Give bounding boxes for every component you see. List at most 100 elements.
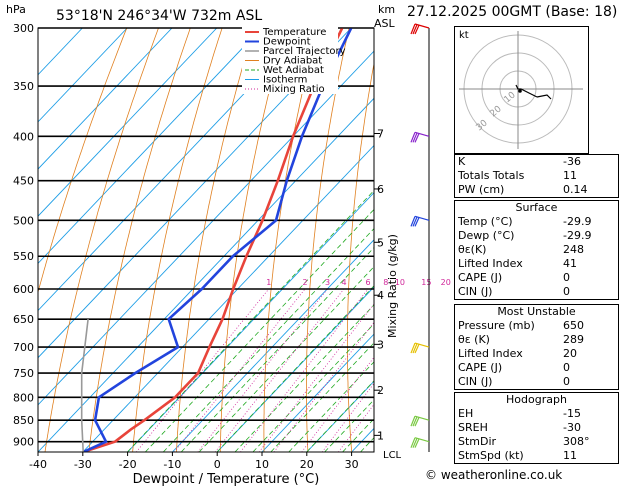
hodograph-unit-label: kt (459, 30, 469, 41)
row-label: θε (K) (458, 333, 490, 346)
x-tick-label: -40 (29, 458, 47, 471)
lcl-label: LCL (383, 450, 402, 461)
mixing-ratio-line (258, 303, 374, 452)
mixing-ratio-line (273, 321, 374, 452)
copyright-notice: © weatheronline.co.uk (425, 468, 563, 482)
isotherm-line (216, 286, 374, 452)
km-tick-label: 3 (377, 338, 384, 351)
km-axis: 7 6 5 4 3 2 1 LCL (374, 28, 430, 461)
mixing-ratio-label: 2 (302, 278, 307, 287)
legend-bg (242, 46, 338, 56)
legend-bg (242, 65, 338, 75)
row-value: 650 (563, 319, 584, 332)
legend-bg (242, 55, 338, 66)
x-tick-label: -10 (163, 458, 181, 471)
km-tick-label: 2 (377, 384, 384, 397)
table-row: CIN (J) 0 (455, 285, 619, 300)
mixing-ratio-line (197, 288, 328, 452)
stability-indices-table: K -36 Totals Totals 11 PW (cm) 0.14 (454, 154, 619, 198)
series-parcel-trajectory (80, 319, 89, 452)
row-value: 11 (563, 449, 577, 462)
wind-barb (410, 215, 430, 227)
hodograph-ring-label: 10 (503, 90, 518, 105)
row-value: 308° (563, 435, 590, 448)
isotherm-line (396, 28, 452, 452)
hodograph-ring-label: 20 (489, 104, 504, 119)
wind-barb (410, 131, 430, 143)
km-tick-label: 7 (377, 127, 384, 140)
pressure-tick-label: 650 (13, 313, 34, 326)
x-tick-label: 0 (214, 458, 221, 471)
background-lines (38, 28, 452, 452)
isotherm-line (38, 28, 307, 312)
wind-barb (410, 23, 430, 35)
dry-adiabat-line (346, 61, 374, 452)
row-value: 20 (563, 347, 577, 360)
row-label: Lifted Index (458, 347, 523, 360)
pressure-tick-label: 550 (13, 250, 34, 263)
table-row: K -36 (455, 155, 619, 170)
pressure-tick-label: 450 (13, 175, 34, 188)
legend-label: Wet Adiabat (263, 65, 324, 76)
row-label: Lifted Index (458, 257, 523, 270)
table-row: Lifted Index 41 (455, 257, 619, 271)
mixing-ratio-label: 4 (341, 278, 346, 287)
axis-labels: 300350400450500550600650700750800850900-… (13, 22, 359, 471)
row-label: K (458, 155, 466, 168)
most-unstable-table: Most Unstable Pressure (mb) 650 θε (K) 289 Li… (454, 304, 619, 390)
row-value: 11 (563, 169, 577, 182)
legend-label: Dry Adiabat (263, 56, 322, 67)
legend-label: Temperature (262, 27, 326, 38)
pressure-tick-label: 800 (13, 391, 34, 404)
km-unit-label: km (378, 3, 395, 16)
isotherm-line (38, 28, 173, 170)
mixing-ratio-label: 1 (266, 278, 271, 287)
wind-barb (410, 415, 430, 427)
row-value: -36 (563, 155, 581, 168)
row-value: 248 (563, 243, 584, 256)
table-section-title: Surface (454, 200, 619, 215)
table-section-title: Most Unstable (454, 304, 619, 319)
skew-t-chart: hPa 53°18'N 246°34'W 732m ASL km ASL 300… (6, 3, 452, 486)
wind-barb (410, 342, 430, 354)
hodograph-trace (515, 84, 538, 98)
table-row: Lifted Index 20 (455, 347, 619, 361)
legend-label: Isotherm (263, 75, 307, 86)
row-label: CIN (J) (458, 285, 493, 298)
mixing-ratio-label: 3 (325, 278, 330, 287)
series-dewpoint (82, 28, 353, 452)
pressure-tick-label: 750 (13, 367, 34, 380)
table-row: StmSpd (kt) 11 (455, 449, 619, 464)
hodograph-ring-label: 30 (475, 118, 490, 133)
table-row: PW (cm) 0.14 (455, 183, 619, 198)
legend-bg (242, 36, 338, 47)
asl-unit-label: ASL (374, 17, 396, 30)
mixing-ratio-label: 8 (383, 278, 388, 287)
table-row: StmDir 308° (455, 435, 619, 449)
dry-adiabat-line (132, 28, 223, 452)
table-row: SREH -30 (455, 421, 619, 435)
table-row: CAPE (J) 0 (455, 271, 619, 285)
mixing-ratio-label: 20 (441, 278, 451, 287)
table-section-title: Hodograph (454, 392, 619, 407)
row-value: 41 (563, 257, 577, 270)
isotherm-line (38, 50, 374, 406)
isotherm-line (127, 191, 374, 452)
row-value: 0.14 (563, 183, 588, 196)
pressure-tick-label: 900 (13, 436, 34, 449)
row-label: StmDir (458, 435, 497, 448)
row-label: Temp (°C) (458, 215, 513, 228)
profile-lines (80, 28, 353, 452)
pressure-tick-label: 850 (13, 414, 34, 427)
row-label: PW (cm) (458, 183, 505, 196)
isotherm-line (38, 28, 218, 217)
surface-table: Surface Temp (°C) -29.9 Dewp (°C) -29.9 θε(K)… (454, 200, 619, 300)
mixing-ratio-label: 15 (421, 278, 431, 287)
row-value: 0 (563, 271, 570, 284)
table-row: CAPE (J) 0 (455, 361, 619, 375)
dry-adiabat-line (38, 28, 128, 294)
row-label: CAPE (J) (458, 361, 503, 374)
wind-barb (410, 437, 430, 448)
mixing-ratio-line (321, 382, 374, 452)
